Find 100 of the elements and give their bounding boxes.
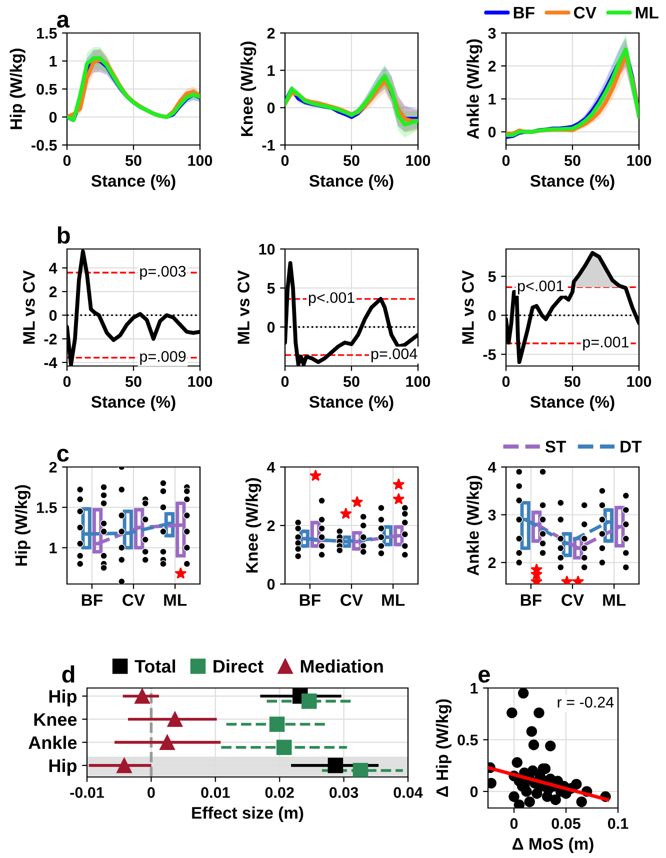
y-axis-title: ML vs CV bbox=[23, 270, 35, 344]
y-tick-label: 2 bbox=[488, 60, 496, 72]
y-tick-label: 1 bbox=[488, 94, 496, 104]
annotation: r = -0.24 bbox=[558, 696, 614, 708]
y-tick-label: 1 bbox=[470, 683, 478, 694]
y-tick-label: 4 bbox=[488, 462, 496, 473]
y-tick-label: 5 bbox=[267, 283, 275, 294]
y-tick-label: -1 bbox=[262, 140, 275, 151]
y-axis-title: Knee (W/kg) bbox=[246, 478, 262, 573]
x-axis-title: Effect size (m) bbox=[192, 806, 304, 822]
x-axis-title: Stance (%) bbox=[309, 174, 394, 190]
x-tick-label: 0.04 bbox=[394, 787, 423, 798]
x-tick-label: 0.1 bbox=[608, 818, 628, 829]
y-tick-label: 0 bbox=[49, 112, 57, 123]
x-axis-title: Stance (%) bbox=[91, 174, 176, 190]
x-tick-label: CV bbox=[562, 594, 584, 606]
y-tick-label: 1.5 bbox=[37, 28, 57, 39]
legend-label: BF bbox=[514, 6, 534, 18]
legend-label: Direct bbox=[214, 659, 264, 673]
x-tick-label: 0 bbox=[510, 818, 518, 829]
annotation: p=.009 bbox=[140, 351, 186, 365]
y-tick-label: 0 bbox=[267, 102, 275, 114]
legend-label: ST bbox=[545, 440, 566, 453]
x-tick-label: 100 bbox=[188, 376, 212, 387]
y-tick-label: -5 bbox=[483, 349, 496, 360]
x-tick-label: 0 bbox=[502, 376, 510, 387]
x-tick-label: BF bbox=[300, 594, 320, 606]
y-tick-label: 2 bbox=[49, 462, 57, 473]
x-tick-label: 100 bbox=[627, 155, 652, 166]
y-tick-label: 0.5 bbox=[458, 734, 478, 746]
y-tick-label: -0.5 bbox=[32, 140, 57, 151]
y-tick-label: 0 bbox=[488, 310, 496, 321]
x-tick-label: 0 bbox=[281, 155, 289, 166]
x-tick-label: CV bbox=[340, 594, 363, 606]
legend-label: Total bbox=[134, 659, 176, 673]
chart-title: e bbox=[478, 670, 490, 683]
x-tick-label: ML bbox=[382, 594, 405, 606]
x-tick-label: 50 bbox=[125, 155, 142, 166]
x-tick-label: 100 bbox=[188, 155, 212, 166]
y-axis-title: Knee (W/kg) bbox=[240, 42, 256, 136]
x-axis-title: Stance (%) bbox=[309, 396, 394, 412]
y-axis-title: ML vs CV bbox=[462, 270, 474, 344]
legend-label: ML bbox=[636, 6, 658, 18]
legend-label: CV bbox=[574, 6, 596, 19]
chart-title: d bbox=[62, 665, 74, 683]
y-axis-title: Ankle (W/kg) bbox=[466, 39, 482, 140]
x-tick-label: 0.05 bbox=[552, 818, 580, 829]
y-tick-label: 2 bbox=[267, 28, 275, 39]
x-tick-label: ML bbox=[603, 594, 626, 606]
x-tick-label: 0.01 bbox=[201, 787, 230, 798]
x-tick-label: 0 bbox=[502, 155, 510, 166]
y-tick-label: 0 bbox=[488, 126, 496, 138]
x-tick-label: 50 bbox=[343, 376, 360, 387]
y-axis-title: Hip (W/kg) bbox=[14, 485, 30, 566]
x-axis-title: Stance (%) bbox=[91, 396, 176, 412]
x-axis-title: Stance (%) bbox=[530, 396, 614, 412]
x-tick-label: 0.02 bbox=[265, 787, 294, 798]
chart-title: a bbox=[57, 14, 70, 28]
y-tick-label: 1 bbox=[50, 542, 57, 554]
y-tick-label: Ankle bbox=[28, 736, 77, 750]
y-tick-label: -2 bbox=[44, 334, 57, 344]
y-tick-label: 3 bbox=[488, 28, 496, 39]
y-tick-label: 0 bbox=[267, 322, 275, 333]
x-tick-label: CV bbox=[122, 594, 145, 606]
y-tick-label: 2 bbox=[267, 520, 275, 532]
x-tick-label: 100 bbox=[406, 155, 430, 166]
y-tick-label: 0 bbox=[49, 310, 57, 321]
x-tick-label: 0 bbox=[281, 376, 289, 387]
y-tick-label: -4 bbox=[44, 357, 58, 368]
x-tick-label: 50 bbox=[125, 376, 142, 387]
y-tick-label: 1.5 bbox=[37, 502, 57, 514]
annotation: p=.003 bbox=[140, 266, 186, 280]
y-axis-title: Δ Hip (W/kg) bbox=[436, 699, 452, 797]
y-tick-label: 2 bbox=[49, 286, 57, 298]
x-tick-label: 0 bbox=[148, 787, 155, 798]
y-tick-label: Hip bbox=[49, 690, 77, 706]
legend-label: Mediation bbox=[300, 659, 383, 673]
y-axis-title: Hip (W/kg) bbox=[10, 48, 26, 130]
x-tick-label: ML bbox=[164, 594, 187, 606]
y-tick-label: Hip bbox=[49, 758, 77, 776]
x-tick-label: 100 bbox=[627, 376, 652, 387]
x-axis-title: Δ MoS (m) bbox=[512, 838, 594, 854]
x-axis-title: Stance (%) bbox=[530, 174, 614, 190]
chart-title: c bbox=[57, 448, 69, 462]
x-tick-label: 0.03 bbox=[330, 787, 358, 798]
y-tick-label: 4 bbox=[49, 262, 58, 274]
y-tick-label: 0 bbox=[267, 578, 275, 590]
y-tick-label: Knee bbox=[34, 713, 77, 726]
x-tick-label: 50 bbox=[564, 155, 580, 166]
y-tick-label: 0.5 bbox=[36, 84, 57, 95]
y-tick-label: 10 bbox=[259, 244, 275, 255]
y-tick-label: 5 bbox=[488, 271, 496, 282]
y-axis-title: Ankle (W/kg) bbox=[466, 476, 482, 576]
x-tick-label: -0.01 bbox=[70, 787, 104, 798]
annotation: p=.004 bbox=[371, 348, 418, 362]
y-tick-label: 3 bbox=[488, 510, 496, 520]
y-tick-label: 1 bbox=[50, 56, 57, 67]
annotation: p<.001 bbox=[518, 280, 564, 294]
x-tick-label: BF bbox=[82, 594, 102, 606]
x-tick-label: BF bbox=[520, 594, 542, 606]
